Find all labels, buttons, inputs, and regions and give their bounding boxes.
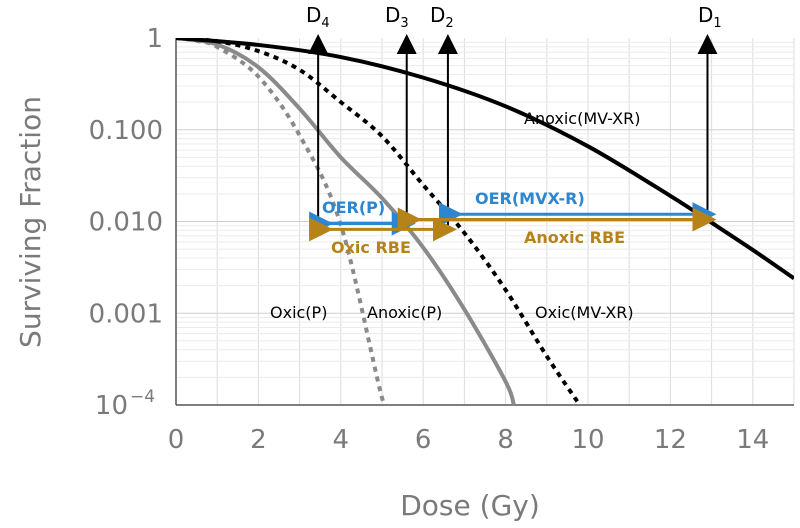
label-oxic-rbe: Oxic RBE (331, 238, 411, 257)
dose-label-d2: D2 (430, 3, 454, 31)
series-label-anoxic-mvxr: Anoxic(MV-XR) (524, 109, 640, 128)
series-label-oxic-mvxr: Oxic(MV-XR) (535, 303, 634, 322)
series-line-2 (176, 38, 582, 405)
dose-label-d3: D3 (385, 3, 409, 31)
dose-label-d4: D4 (306, 3, 330, 31)
label-oer-mvxr: OER(MVX-R) (475, 189, 585, 208)
x-tick-label: 2 (250, 425, 267, 455)
y-tick-label: 0.001 (89, 299, 163, 329)
series-layer (176, 38, 794, 405)
series-line-3 (176, 38, 794, 281)
label-anoxic-rbe: Anoxic RBE (524, 228, 625, 247)
x-tick-label: 8 (497, 425, 514, 455)
x-tick-label: 10 (571, 425, 604, 455)
series-line-0 (176, 38, 393, 405)
y-axis-title: Surviving Fraction (14, 96, 47, 348)
x-tick-label: 14 (736, 425, 769, 455)
y-tick-label: 0.010 (89, 208, 163, 238)
plot-frame (175, 38, 794, 406)
x-axis-title: Dose (Gy) (400, 489, 540, 522)
y-tick-label: 1 (146, 24, 163, 54)
x-tick-label: 12 (654, 425, 687, 455)
x-tick-label: 6 (415, 425, 432, 455)
x-tick-label: 4 (333, 425, 350, 455)
series-line-1 (176, 38, 516, 405)
label-oer-p: OER(P) (322, 198, 385, 217)
x-tick-label: 0 (168, 425, 185, 455)
y-tick-label: 0.100 (89, 116, 163, 146)
series-label-oxic-p: Oxic(P) (270, 303, 327, 322)
grid (176, 38, 795, 406)
series-label-anoxic-p: Anoxic(P) (367, 303, 442, 322)
dose-label-d1: D1 (698, 3, 722, 31)
annotation-layer (308, 34, 718, 242)
y-tick-exponent: −4 (130, 387, 155, 407)
y-tick-label: 10 (95, 391, 128, 421)
